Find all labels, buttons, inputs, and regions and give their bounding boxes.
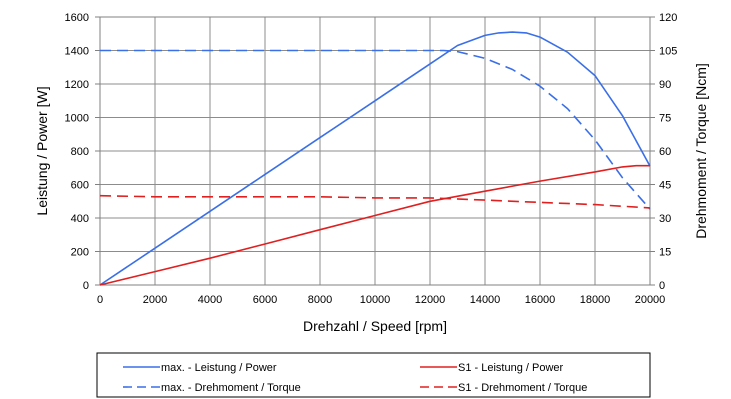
y-tick-label: 0 (83, 280, 89, 292)
y-tick-label: 1400 (65, 46, 89, 58)
x-tick-label: 6000 (253, 294, 277, 306)
grid (99, 16, 651, 286)
x-tick-label: 8000 (308, 294, 332, 306)
x-axis-title: Drehzahl / Speed [rpm] (303, 318, 447, 334)
y-tick-labels: 0 200 400 600 800 1000 1200 1400 1600 (65, 12, 100, 292)
series-line-4 (99, 194, 651, 209)
y2-tick-label: 60 (659, 146, 671, 158)
series-line-3 (99, 164, 650, 286)
x-tick-label: 4000 (198, 294, 222, 306)
legend-box (96, 352, 651, 398)
y-tick-label: 1200 (65, 79, 89, 91)
y2-tick-labels: 0 15 30 45 60 75 90 105 120 (650, 12, 677, 292)
x-tick-label: 16000 (525, 294, 556, 306)
x-tick-label: 18000 (580, 294, 611, 306)
y2-tick-label: 45 (659, 180, 671, 192)
y-tick-label: 1000 (65, 113, 89, 125)
legend: max. - Leistung / Power max. - Drehmoment… (96, 352, 651, 398)
y-tick-label: 200 (71, 247, 89, 259)
y2-tick-label: 15 (659, 247, 671, 259)
x-tick-label: 10000 (360, 294, 391, 306)
y2-tick-label: 75 (659, 113, 671, 125)
series-line-1 (99, 31, 651, 286)
y2-tick-label: 0 (659, 280, 665, 292)
y2-tick-label: 120 (659, 12, 677, 24)
y2-tick-label: 90 (659, 79, 671, 91)
y-axis-title: Leistung / Power [W] (34, 86, 50, 215)
legend-label-1: max. - Leistung / Power (161, 362, 277, 374)
x-tick-label: 0 (97, 294, 103, 306)
y2-axis-title: Drehmoment / Torque [Ncm] (693, 63, 709, 239)
y2-tick-label: 105 (659, 46, 677, 58)
legend-label-3: S1 - Leistung / Power (458, 362, 564, 374)
x-tick-label: 12000 (415, 294, 446, 306)
y-tick-label: 800 (71, 146, 89, 158)
x-tick-label: 2000 (143, 294, 167, 306)
y-tick-label: 600 (71, 180, 89, 192)
series-line-2 (100, 49, 651, 210)
series-layer (99, 31, 651, 286)
y2-tick-label: 30 (659, 213, 671, 225)
x-tick-label: 14000 (470, 294, 501, 306)
x-tick-labels: 0 2000 4000 6000 8000 10000 12000 14000 16000 180… (97, 294, 665, 306)
legend-label-2: max. - Drehmoment / Torque (161, 382, 301, 394)
x-tick-label: 20000 (635, 294, 666, 306)
legend-label-4: S1 - Drehmoment / Torque (458, 382, 587, 394)
y-tick-label: 400 (71, 213, 89, 225)
y-tick-label: 1600 (65, 12, 89, 24)
